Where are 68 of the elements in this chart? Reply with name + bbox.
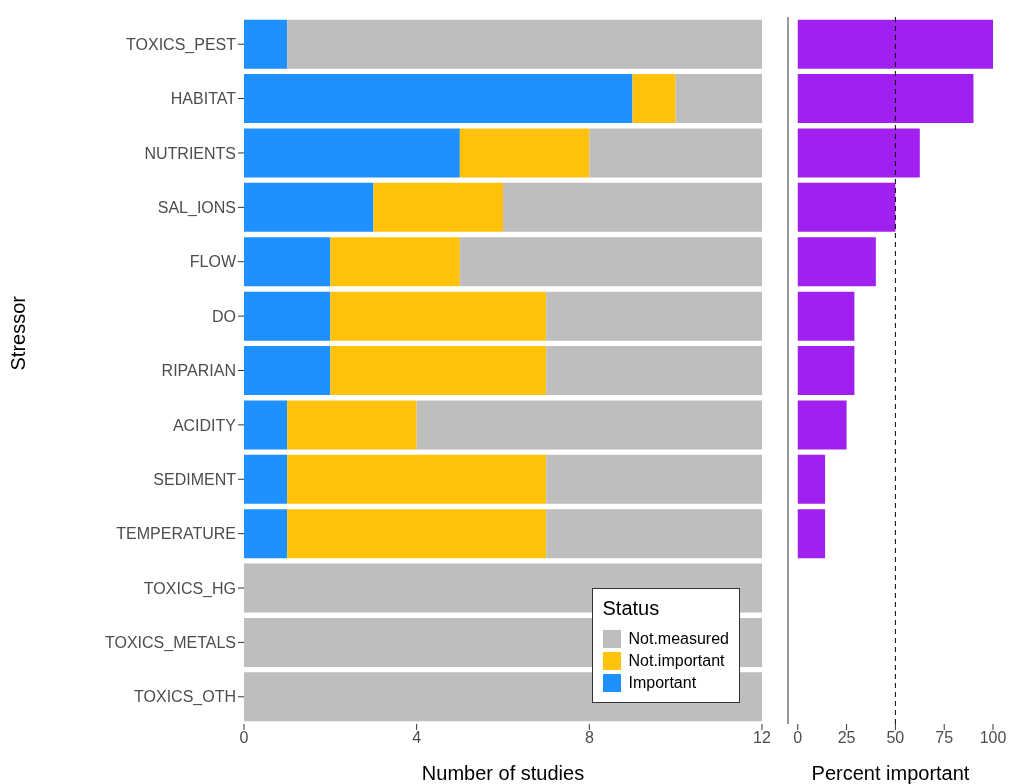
bar [632,74,676,124]
y-tick-label: SEDIMENT [153,470,237,488]
bar [244,400,288,450]
bar [589,128,762,178]
x-tick-label: 50 [886,729,905,747]
bar [244,509,288,559]
x-axis-title: Number of studies [421,762,585,784]
bar [244,237,331,287]
bar [797,509,826,559]
x-axis-title: Percent important [811,762,970,784]
bar [330,237,460,287]
y-tick-label: SAL_IONS [157,199,236,218]
x-tick-label: 8 [584,729,594,747]
bar [797,237,876,287]
y-tick-label: TOXICS_METALS [105,634,236,653]
y-tick-label: TOXICS_PEST [126,35,237,54]
bar [416,400,762,450]
x-tick-label: 0 [239,729,249,747]
legend-label: Not.measured [628,630,729,648]
bar [797,291,855,341]
bar [797,19,993,69]
bar [287,454,547,504]
legend-title: Status [602,597,661,620]
bar [797,454,826,504]
bar [244,74,633,124]
bar [546,454,762,504]
y-tick-label: HABITAT [170,90,237,108]
bar [503,182,762,232]
y-tick-label: DO [212,307,236,325]
bar [797,128,920,178]
y-axis-title: Stressor [7,295,30,371]
bar [244,454,288,504]
y-tick-label: TOXICS_OTH [134,688,236,707]
bar [546,346,762,396]
legend-label: Not.important [628,652,725,670]
y-tick-label: FLOW [189,253,237,271]
bar [244,346,331,396]
bar [546,291,762,341]
bar [244,128,460,178]
legend-label: Important [628,674,697,692]
x-tick-label: 4 [412,729,422,747]
bar [797,400,847,450]
x-tick-label: 100 [979,729,1007,747]
bar [244,291,331,341]
bar [244,182,374,232]
y-tick-label: RIPARIAN [161,362,236,380]
bar [797,182,896,232]
bar [244,19,288,69]
bar [797,346,855,396]
bar [675,74,762,124]
bar [546,509,762,559]
bar [287,19,762,69]
bar [373,182,503,232]
y-tick-label: ACIDITY [172,416,237,434]
bar [287,509,547,559]
x-tick-label: 75 [935,729,954,747]
x-tick-label: 0 [793,729,803,747]
x-tick-label: 12 [753,729,771,747]
y-tick-label: NUTRIENTS [144,144,236,162]
bar [330,346,547,396]
y-tick-label: TOXICS_HG [143,579,236,598]
bar [797,74,974,124]
bar [330,291,547,341]
x-tick-label: 25 [837,729,856,747]
y-tick-label: TEMPERATURE [116,525,236,543]
bar [459,128,590,178]
bar [459,237,762,287]
bar [287,400,417,450]
